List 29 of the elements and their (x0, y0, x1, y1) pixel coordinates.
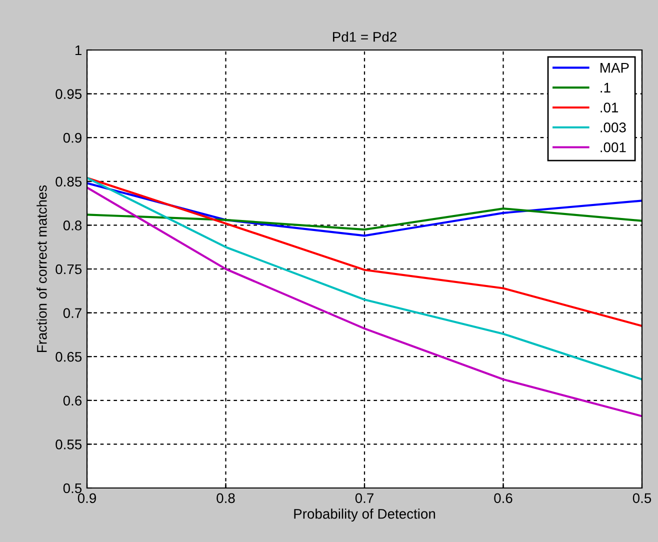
y-tick-label: 1 (75, 45, 82, 56)
y-tick-label: 0.55 (56, 440, 82, 450)
line-series (87, 176, 642, 327)
y-tick-label: 0.85 (56, 176, 82, 187)
y-tick-label: 0.9 (63, 132, 82, 143)
x-tick-label: 0.8 (216, 493, 235, 504)
x-tick-label: 0.5 (632, 493, 652, 504)
legend-label: .003 (600, 122, 626, 132)
y-tick-label: 0.95 (56, 89, 82, 99)
line-series (87, 208, 642, 231)
y-tick-label: 0.6 (63, 396, 82, 406)
y-tick-label: 0.75 (56, 264, 82, 274)
x-tick-label: 0.9 (78, 493, 96, 504)
y-tick-label: 0.65 (56, 352, 82, 362)
chart-title: Pd1 = Pd2 (333, 32, 396, 42)
x-axis-title: Probability of Detection (294, 508, 436, 522)
legend-label: MAP (600, 63, 629, 73)
x-tick-label: 0.6 (494, 493, 512, 504)
line-series (87, 182, 642, 237)
y-tick-label: 0.5 (63, 483, 82, 494)
legend-label: .1 (600, 82, 610, 92)
line-series (87, 176, 642, 380)
y-axis-title: Fraction of correct matches (36, 185, 47, 352)
legend-label: .001 (600, 142, 626, 152)
x-tick-label: 0.7 (355, 493, 374, 504)
y-tick-label: 0.8 (63, 220, 82, 230)
y-tick-label: 0.7 (63, 308, 82, 318)
line-series (87, 186, 642, 418)
legend-label: .01 (600, 102, 618, 112)
